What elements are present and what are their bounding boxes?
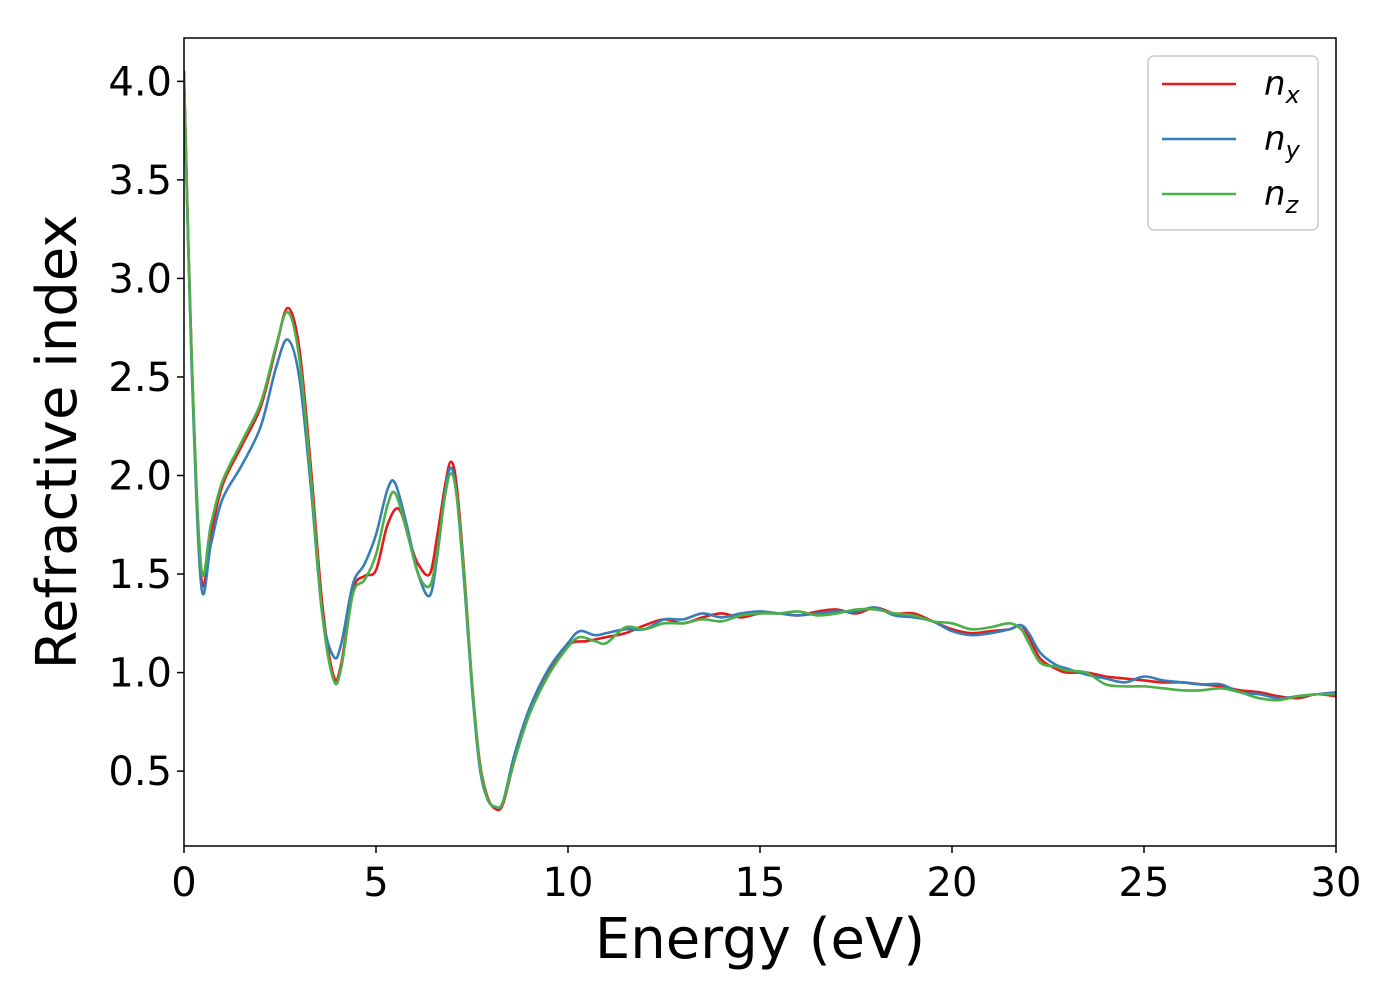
y-tick-label: 3.0 (108, 256, 172, 302)
y-tick-label: 4.0 (108, 59, 172, 105)
y-tick-label: 2.0 (108, 454, 172, 500)
x-tick-label: 0 (171, 860, 196, 906)
x-tick-label: 30 (1311, 860, 1362, 906)
legend-label-main: n (1264, 119, 1286, 159)
y-tick-label: 3.5 (108, 158, 172, 204)
y-tick-label: 1.0 (108, 651, 172, 697)
series-line-z (184, 80, 1336, 809)
legend-label-z: nz (1264, 174, 1300, 219)
series-layer (184, 70, 1336, 812)
y-axis-label: Refractive index (25, 215, 90, 670)
x-tick-label: 5 (363, 860, 388, 906)
y-tick-label: 0.5 (108, 749, 172, 795)
y-tick-label: 2.5 (108, 355, 172, 401)
legend-label-x: nx (1264, 64, 1301, 109)
x-tick-label: 25 (1119, 860, 1170, 906)
legend-label-main: n (1264, 174, 1286, 214)
y-axis-ticks: 0.5 1.0 1.5 2.0 2.5 3.0 3.5 4.0 (108, 59, 184, 795)
legend-label-subscript: z (1285, 191, 1300, 219)
legend-box (1147, 55, 1319, 231)
legend-label-main: n (1264, 64, 1286, 104)
x-tick-label: 15 (735, 860, 786, 906)
legend-label-subscript: x (1285, 81, 1301, 109)
x-tick-label: 10 (543, 860, 594, 906)
x-axis-label: Energy (eV) (595, 907, 925, 972)
x-tick-label: 20 (927, 860, 978, 906)
y-tick-label: 1.5 (108, 552, 172, 598)
legend-label-y: ny (1264, 119, 1301, 164)
x-axis-ticks: 0 5 10 15 20 25 30 (171, 846, 1361, 906)
legend-label-subscript: y (1285, 136, 1301, 164)
